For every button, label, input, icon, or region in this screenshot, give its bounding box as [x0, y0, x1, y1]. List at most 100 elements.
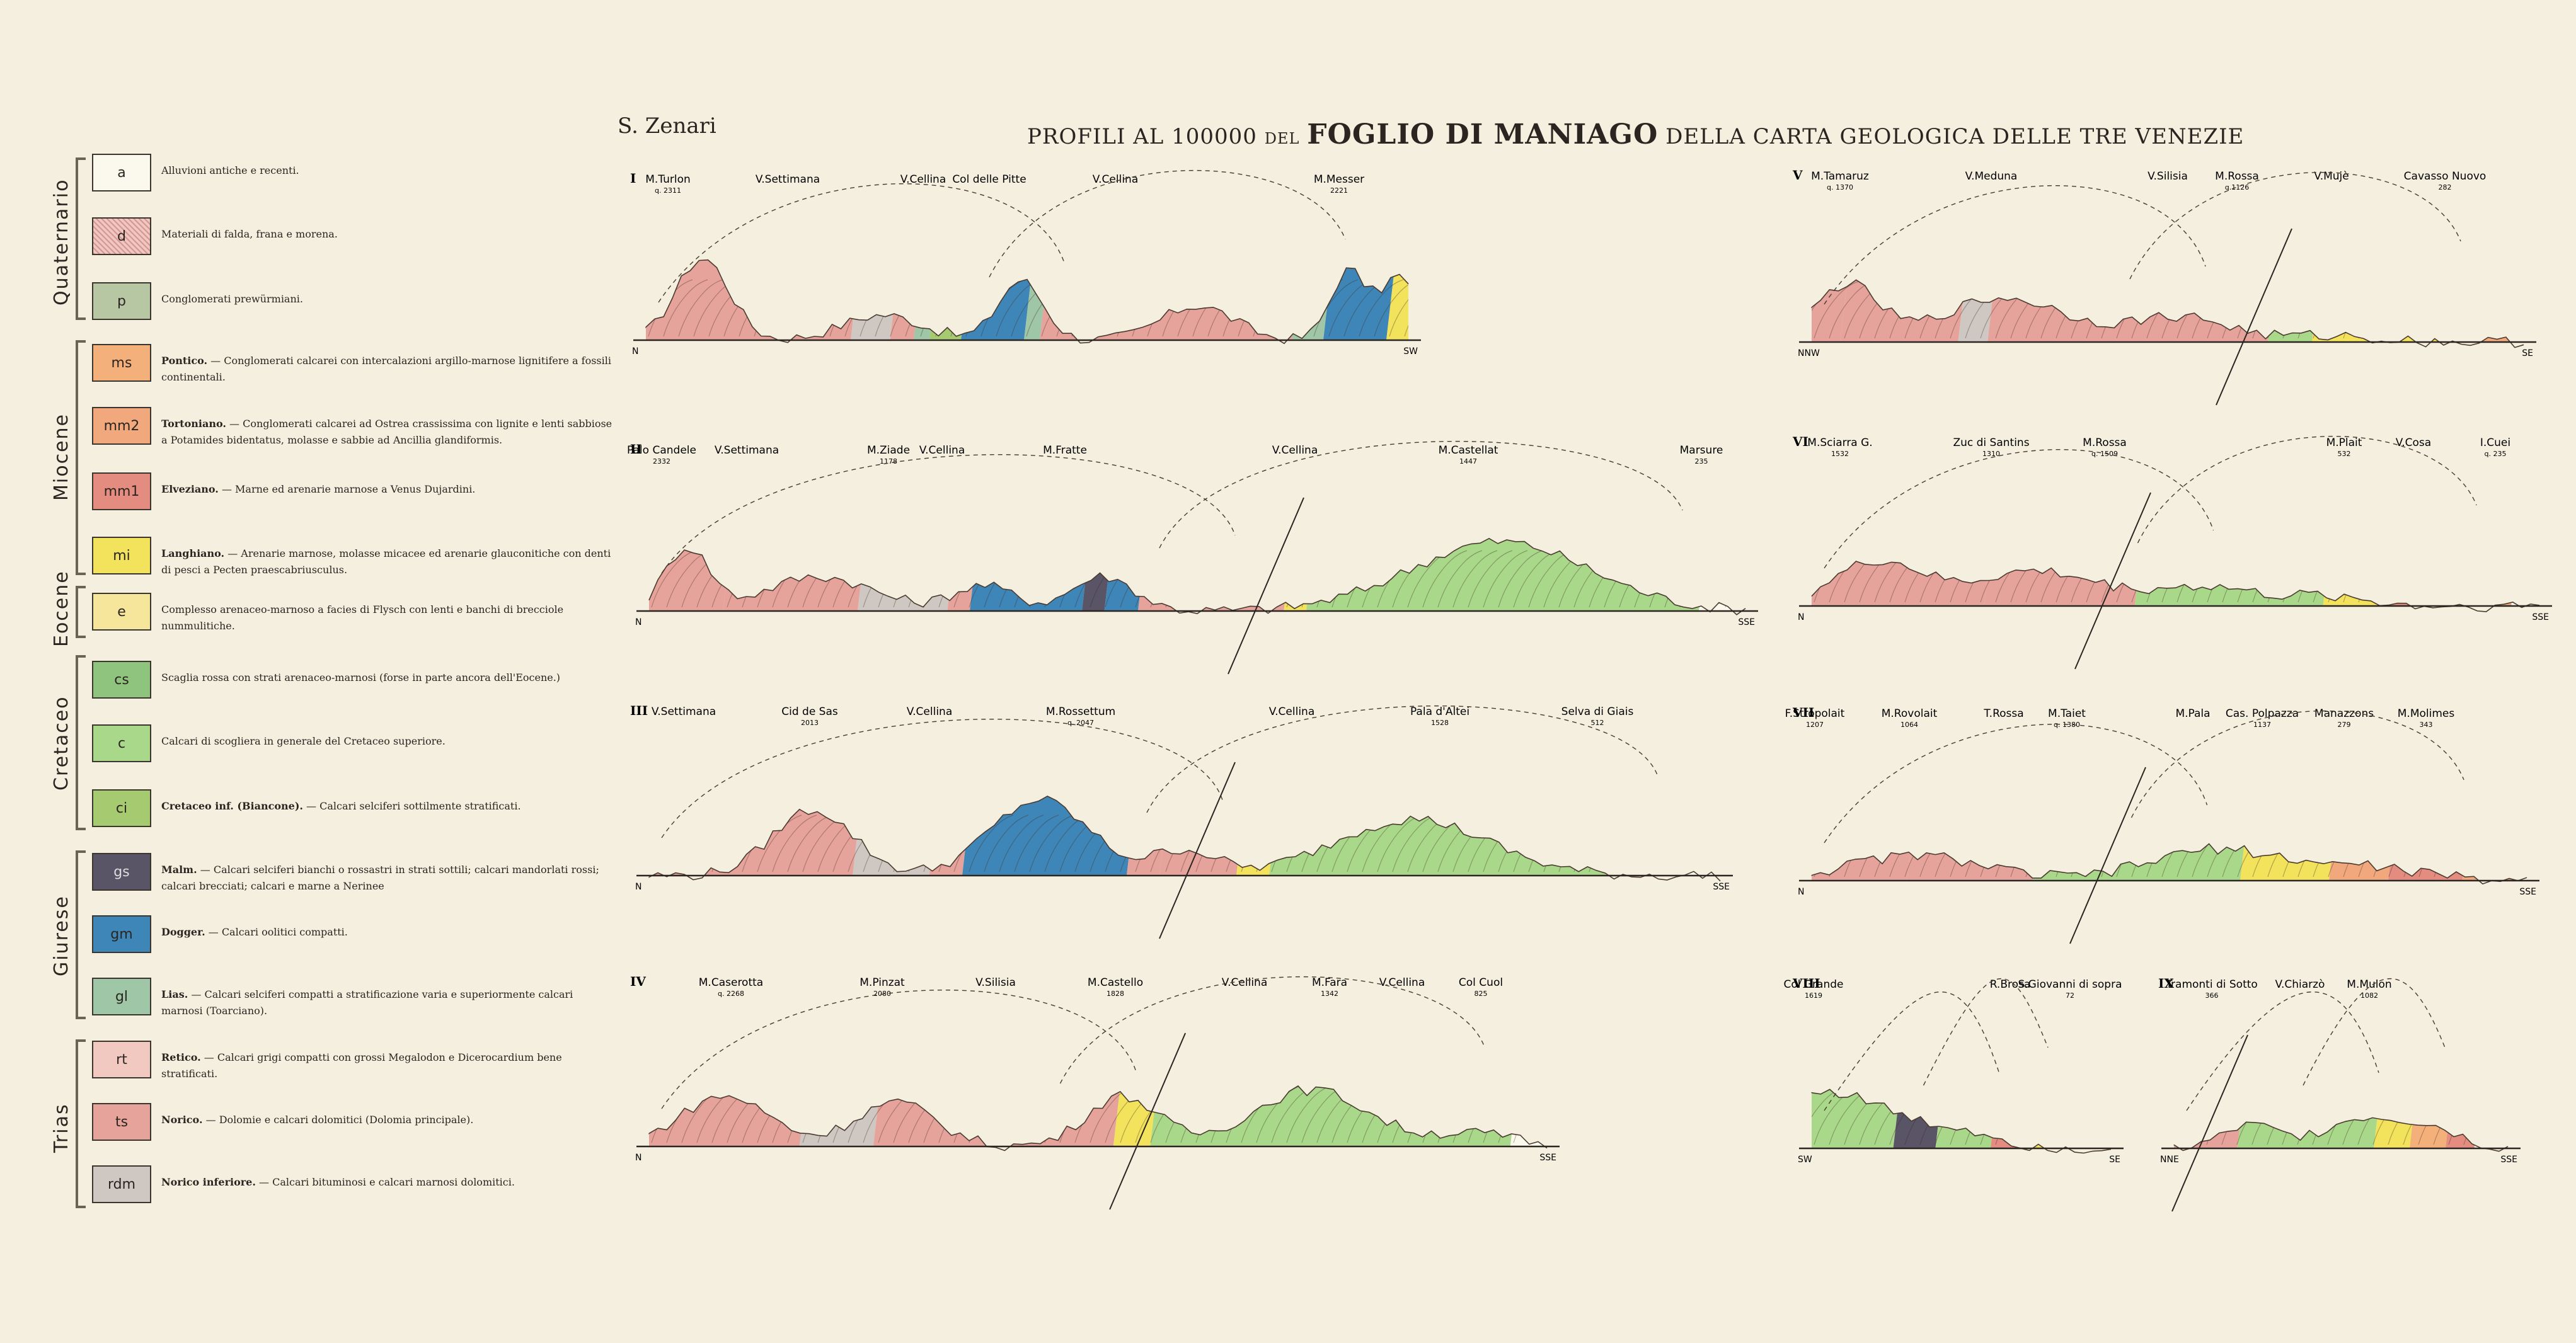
legend-description: Malm. — Calcari selciferi bianchi o ross…	[161, 862, 615, 894]
place-name: M.Rossa	[2083, 437, 2127, 449]
eroded-fold-trace	[2303, 978, 2446, 1086]
legend-description: Cretaceo inf. (Biancone). — Calcari selc…	[161, 798, 615, 814]
place-elevation: 1310	[1982, 450, 2000, 458]
legend-swatch: gl	[92, 978, 151, 1015]
era-bracket	[76, 586, 86, 638]
stratum-ms	[2410, 1117, 2464, 1148]
legend-description: Pontico. — Conglomerati calcarei con int…	[161, 353, 615, 386]
eroded-fold-trace	[2129, 171, 2461, 280]
legend-code: gm	[110, 926, 133, 942]
place-elevation: q.1126	[2225, 183, 2249, 191]
place-name: V.Cellina	[1379, 976, 1425, 989]
place-name: M.Caserotta	[699, 976, 763, 989]
era-bracket	[76, 655, 86, 830]
stratum-mm1	[1991, 1089, 2042, 1148]
legend-stage: Norico.	[161, 1114, 203, 1126]
place-name: Cavasso Nuovo	[2404, 170, 2487, 183]
place-name: M.Rossa	[2215, 170, 2259, 183]
place-name: V.Silisia	[2148, 170, 2188, 183]
place-name: Selva di Giais	[1561, 706, 1634, 718]
fault-line	[2074, 492, 2151, 670]
stratum-mm1	[2388, 843, 2481, 881]
legend-code: rt	[116, 1051, 127, 1068]
legend-swatch: ci	[92, 789, 151, 827]
legend-swatch: e	[92, 593, 151, 631]
legend-text: — Dolomie e calcari dolomitici (Dolomia …	[202, 1114, 474, 1126]
place-elevation: 532	[2338, 450, 2351, 458]
legend-text: — Conglomerati calcarei ad Ostrea crassi…	[161, 418, 612, 446]
era-bracket	[76, 1039, 86, 1208]
stratum-ts	[890, 260, 933, 340]
legend-code: c	[117, 735, 126, 752]
legend-text: — Calcari selciferi sottilmente stratifi…	[302, 800, 521, 812]
stratum-gm	[1104, 538, 1157, 611]
legend-stage: Malm.	[161, 864, 197, 876]
direction-start: SW	[1798, 1155, 1812, 1165]
place-name: V.Cellina	[1093, 173, 1139, 186]
stratum-mm2	[2443, 561, 2531, 606]
legend-code: mi	[113, 547, 130, 564]
legend-text: — Calcari oolitici compatti.	[205, 926, 348, 938]
stratum-mm1	[2446, 1117, 2493, 1148]
place-name: V.Meduna	[1965, 170, 2018, 183]
place-name: V.Settimana	[652, 706, 716, 718]
direction-start: NNE	[2160, 1155, 2179, 1165]
stratum-gm	[970, 538, 1101, 611]
stratum-ts	[723, 538, 877, 611]
profile-number: II	[630, 442, 642, 457]
eroded-fold-trace	[658, 183, 1066, 303]
legend-code: ci	[115, 800, 128, 816]
legend-stage: Elveziano.	[161, 483, 219, 495]
profile-number: VI	[1792, 434, 1808, 449]
legend-code: rdm	[107, 1176, 136, 1192]
place-name: Manazzons	[2314, 707, 2374, 720]
legend-description: Materiali di falda, frana e morena.	[161, 226, 615, 243]
place-elevation: q. 2268	[718, 990, 744, 998]
legend-swatch: mm2	[92, 407, 151, 445]
place-name: V.Cellina	[907, 706, 953, 718]
place-name: R.Brosa	[1990, 978, 2031, 991]
direction-end: SSE	[2500, 1155, 2517, 1165]
legend-stage: Tortoniano.	[161, 418, 226, 430]
place-elevation: 2013	[801, 719, 819, 727]
place-name: Cid de Sas	[781, 706, 838, 718]
stratum-c	[2033, 843, 2259, 881]
era-bracket	[76, 850, 86, 1019]
stratum-a	[2062, 1089, 2111, 1148]
place-name: V.Chiarzò	[2275, 978, 2325, 991]
legend-swatch: gm	[92, 915, 151, 953]
legend-text: — Arenarie marnose, molasse micacee ed a…	[161, 547, 611, 576]
stratum-a	[2511, 561, 2539, 606]
place-name: M.Turlon	[645, 173, 691, 186]
stratum-c	[1150, 1085, 1529, 1146]
profile-number: III	[630, 703, 648, 718]
direction-start: N	[632, 346, 638, 357]
strata	[1812, 1089, 2111, 1148]
stratum-ts	[1138, 538, 1247, 611]
stratum-mi	[1386, 260, 1408, 340]
stratum-mm1	[2444, 280, 2493, 342]
stratum-c	[1812, 1089, 1912, 1148]
stratum-mm2	[2329, 843, 2407, 881]
legend-stage: Langhiano.	[161, 547, 225, 559]
place-name: Cas. Polpazza	[2226, 707, 2299, 720]
stratum-a	[1699, 538, 1745, 611]
place-elevation: q. 2311	[655, 186, 681, 195]
eroded-fold-trace	[1059, 976, 1485, 1084]
legend-code: d	[117, 228, 126, 244]
legend-text: — Calcari bituminosi e calcari marnosi d…	[255, 1176, 515, 1188]
legend-text: Alluvioni antiche e recenti.	[161, 164, 299, 176]
legend-code: a	[117, 164, 126, 181]
place-elevation: 343	[2420, 721, 2433, 729]
place-name: M.Rossettum	[1046, 706, 1115, 718]
legend-text: Complesso arenaceo-marnoso a facies di F…	[161, 603, 564, 632]
profile-number: IX	[2158, 976, 2174, 991]
stratum-gm	[1323, 260, 1405, 340]
legend-swatch: c	[92, 724, 151, 762]
strata	[1812, 280, 2524, 342]
terrain-profile-line	[648, 795, 1721, 882]
place-name: M.Mulon	[2347, 978, 2391, 991]
place-name: M.Ziade	[867, 444, 910, 457]
legend-code: mm1	[103, 483, 140, 500]
